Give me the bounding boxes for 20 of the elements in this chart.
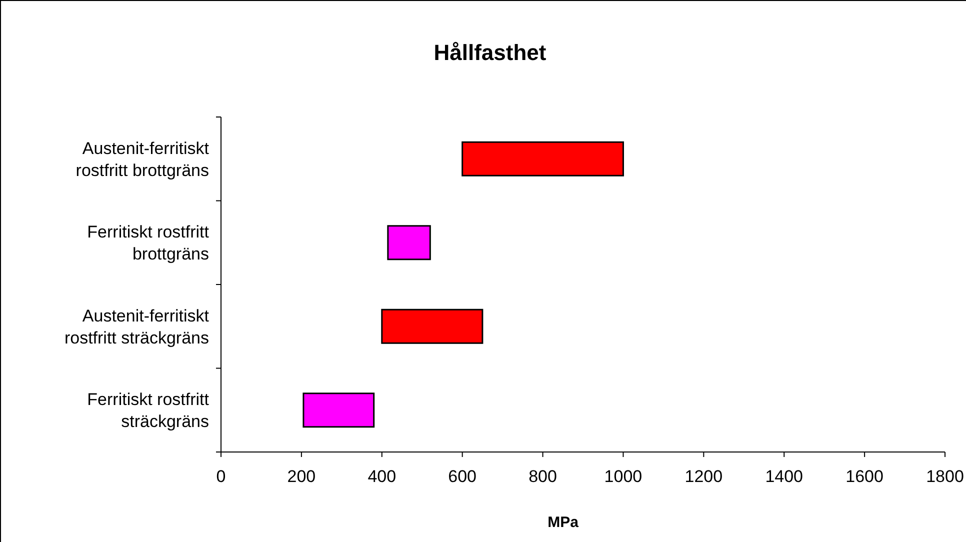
- x-tick-label: 1400: [765, 467, 804, 486]
- bar: [387, 225, 431, 260]
- chart-title: Hållfasthet: [434, 40, 547, 65]
- x-tick-label: 1800: [926, 467, 964, 486]
- bar: [302, 392, 375, 428]
- y-tick-label: Ferritiskt rostfritt brottgräns: [87, 222, 210, 264]
- y-tick-label: Austenit-ferritiskt rostfritt sträckgräns: [64, 306, 210, 348]
- x-axis-title: MPa: [548, 514, 580, 531]
- x-tick-label: 600: [448, 467, 477, 486]
- x-tick-label: 200: [287, 467, 316, 486]
- y-tick-label: Ferritiskt rostfritt sträckgräns: [87, 390, 210, 432]
- bar: [381, 308, 484, 344]
- bar: [462, 141, 624, 176]
- x-tick-label: 1600: [846, 467, 884, 486]
- x-tick-label: 800: [528, 467, 557, 486]
- x-tick-label: 1000: [604, 467, 642, 486]
- x-tick-label: 0: [216, 467, 226, 486]
- y-tick-label: Austenit-ferritiskt rostfritt brottgräns: [76, 138, 210, 180]
- x-tick-label: 400: [368, 467, 396, 486]
- x-tick-label: 1200: [684, 467, 723, 486]
